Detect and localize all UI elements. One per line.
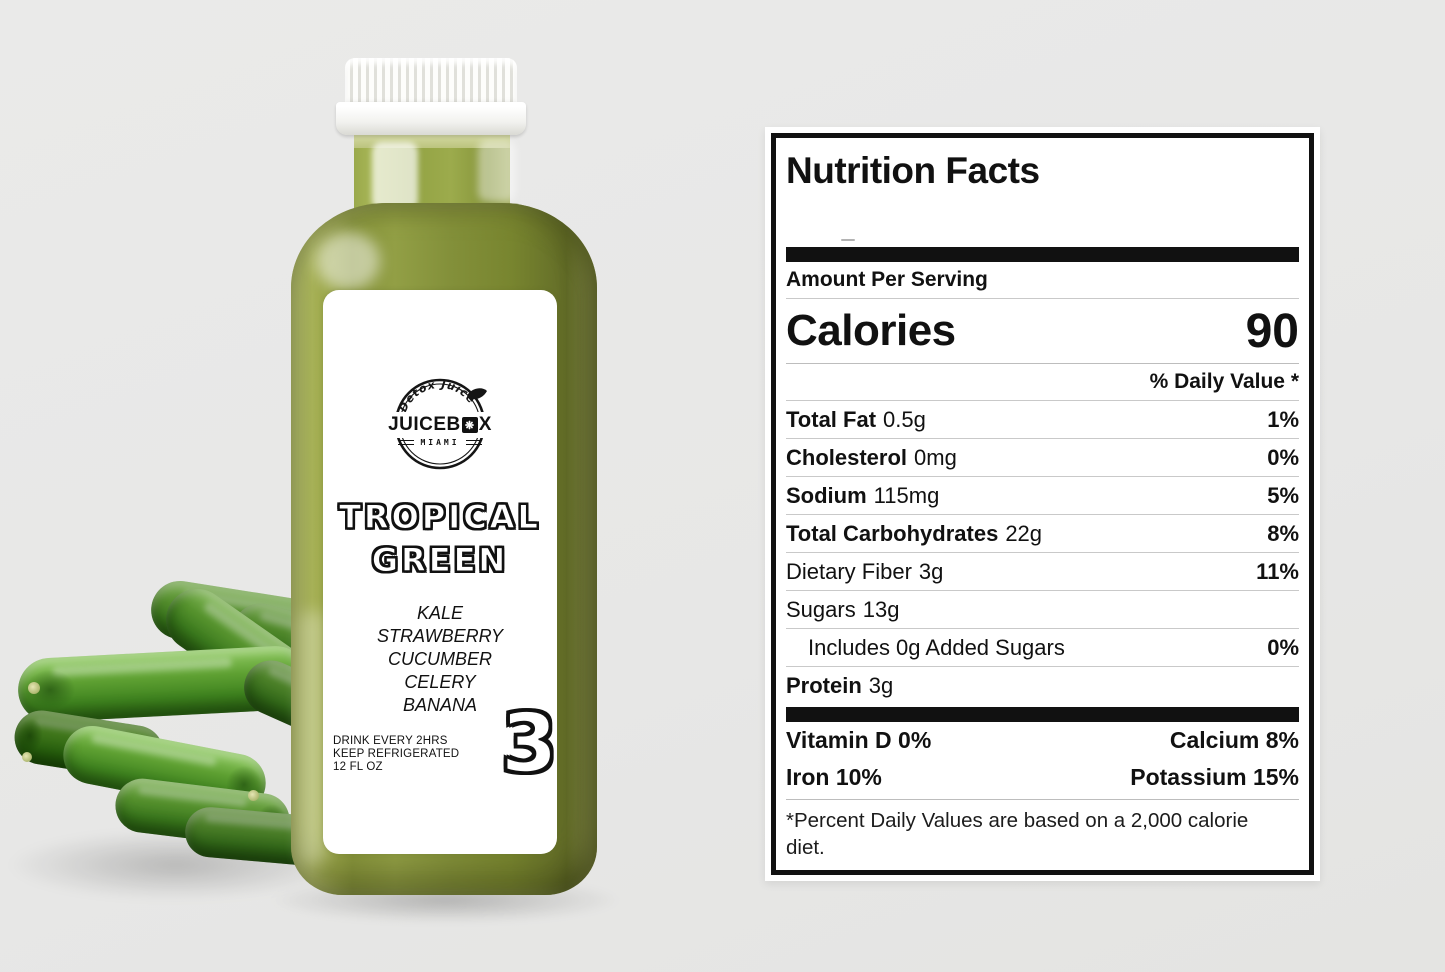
nutrient-percent: 0% [1267, 444, 1299, 470]
instruction-line: 12 FL OZ [333, 761, 383, 773]
bottle-highlight [316, 232, 380, 290]
ingredient: KALE [416, 603, 464, 624]
product-name-line1: TROPICAL [339, 497, 541, 536]
nutrient-amount: 22g [1005, 520, 1043, 546]
nutrient-percent: 0% [1267, 634, 1299, 660]
nutrient-name: Cholesterol [786, 444, 908, 470]
nutrient-amount: 115mg [873, 482, 940, 508]
cucumber-blossom-scar [248, 790, 259, 801]
nutrient-row-sugars: Sugars 13g [786, 591, 1299, 629]
thick-divider-bar [786, 247, 1299, 262]
ingredient-list: KALE STRAWBERRY CUCUMBER CELERY BANANA [323, 602, 557, 717]
calories-label: Calories [786, 306, 956, 355]
calories-row: Calories 90 [786, 299, 1299, 364]
product-name-line2: GREEN [371, 541, 509, 580]
nutrient-amount: 3g [918, 558, 944, 584]
ingredient: BANANA [402, 695, 478, 716]
nutrient-name: Total Carbohydrates [786, 520, 999, 546]
mineral-left: Iron 10% [786, 764, 882, 790]
brand-name: JUICEB ❋ X [374, 412, 506, 438]
divider-line [786, 799, 1299, 800]
instruction-line: KEEP REFRIGERATED [333, 748, 460, 760]
svg-text:Detox Juice: Detox Juice [396, 378, 478, 414]
citrus-slice-icon: ❋ [461, 417, 478, 433]
brand-name-suffix: X [478, 414, 492, 435]
ingredient: STRAWBERRY [376, 626, 504, 647]
nutrient-name: Protein [786, 673, 862, 698]
nutrient-amount: 0mg [914, 444, 957, 470]
nutrient-percent: 1% [1267, 406, 1299, 432]
nutrient-amount: 13g [862, 596, 900, 622]
nutrient-name: Includes 0g Added Sugars [808, 634, 1065, 660]
daily-value-footnote: *Percent Daily Values are based on a 2,0… [786, 809, 1249, 860]
nutrient-name: Sugars [786, 596, 856, 622]
cucumber-blossom-scar [28, 682, 40, 694]
serving-size-area [786, 192, 1299, 247]
amount-per-serving-label: Amount Per Serving [786, 262, 1299, 299]
nutrient-amount: 3g [868, 673, 894, 698]
mineral-row: Iron 10% Potassium 15% [786, 759, 1299, 796]
storage-instructions: DRINK EVERY 2HRS KEEP REFRIGERATED 12 FL… [333, 735, 459, 774]
nutrient-row-sodium: Sodium 115mg 5% [786, 477, 1299, 515]
nutrient-row-total-fat: Total Fat 0.5g 1% [786, 401, 1299, 439]
brand-name-prefix: JUICEB [388, 414, 461, 435]
daily-value-header: % Daily Value * [786, 364, 1299, 401]
calories-value: 90 [1245, 304, 1299, 358]
nutrient-percent: 8% [1267, 520, 1299, 546]
mineral-right: Calcium 8% [1169, 727, 1299, 753]
product-name: TROPICAL GREEN [323, 496, 557, 582]
bottle-cap [345, 58, 517, 106]
nutrient-percent: 5% [1267, 482, 1299, 508]
nutrient-name: Total Fat [786, 406, 877, 432]
nutrient-amount: 0.5g [883, 406, 926, 432]
decorative-rule [398, 440, 415, 445]
mineral-left: Vitamin D 0% [786, 727, 932, 753]
bottle-front-label: Detox Juice JUICEB ❋ X MIAMI TROPICAL GR [323, 290, 558, 854]
thick-divider-bar [786, 707, 1299, 722]
bottle-number: 3 [501, 697, 558, 790]
nutrient-name: Dietary Fiber [786, 558, 912, 584]
cucumber-blossom-scar [22, 752, 32, 762]
bottle-highlight [478, 140, 516, 202]
mineral-right: Potassium 15% [1130, 764, 1299, 790]
brand-tagline: Detox Juice [396, 378, 477, 414]
instruction-line: DRINK EVERY 2HRS [333, 735, 448, 747]
nutrient-row-total-carbohydrates: Total Carbohydrates 22g 8% [786, 515, 1299, 553]
nutrition-facts-border: Nutrition Facts Amount Per Serving Calor… [771, 133, 1314, 875]
leaf-icon [467, 388, 487, 400]
nutrient-row-protein: Protein 3g [786, 667, 1299, 705]
brand-city: MIAMI [420, 438, 460, 447]
ingredient: CUCUMBER [387, 649, 492, 670]
bottle-highlight [300, 610, 326, 865]
brand-city-row: MIAMI [384, 438, 496, 447]
nutrient-row-added-sugars: Includes 0g Added Sugars 0% [786, 629, 1299, 667]
serving-size-dash [841, 239, 855, 241]
nutrient-row-dietary-fiber: Dietary Fiber 3g 11% [786, 553, 1299, 591]
mineral-row: Vitamin D 0% Calcium 8% [786, 722, 1299, 759]
ingredient: CELERY [404, 672, 476, 693]
juicebox-logo: Detox Juice JUICEB ❋ X MIAMI [374, 374, 506, 470]
bottle-cap-ring [336, 102, 526, 135]
nutrient-percent: 11% [1256, 558, 1299, 584]
nutrition-facts-label: Nutrition Facts Amount Per Serving Calor… [765, 127, 1320, 881]
nutrient-row-cholesterol: Cholesterol 0mg 0% [786, 439, 1299, 477]
decorative-rule [465, 440, 482, 445]
bottle-highlight [372, 142, 418, 210]
nutrient-name: Sodium [786, 482, 867, 508]
nutrition-facts-title: Nutrition Facts [786, 150, 1040, 191]
